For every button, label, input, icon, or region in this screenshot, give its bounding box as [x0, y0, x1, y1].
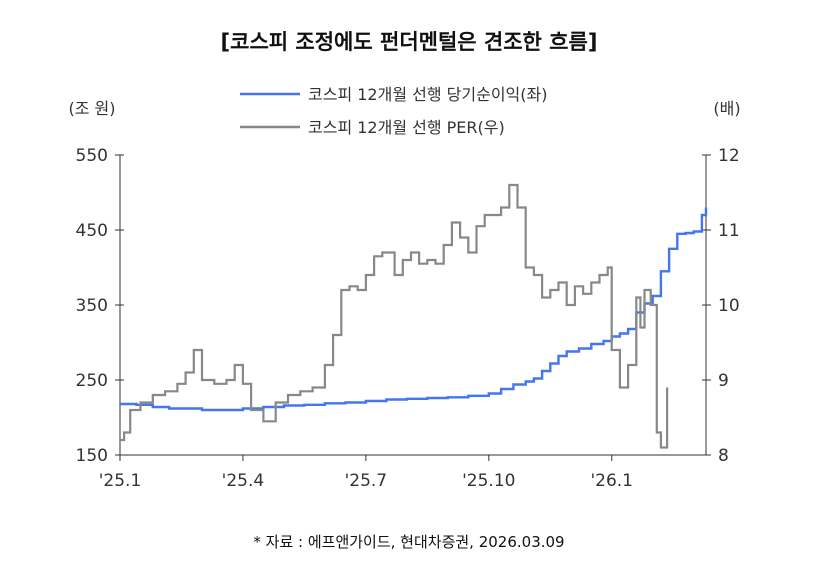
left-tick-label: 450	[76, 221, 108, 241]
chart-source: * 자료 : 에프앤가이드, 현대차증권, 2026.03.09	[253, 533, 565, 551]
right-axis-unit: (배)	[713, 99, 740, 118]
legend-label-1: 코스피 12개월 선행 당기순이익(좌)	[308, 85, 547, 104]
legend-label-2: 코스피 12개월 선행 PER(우)	[308, 118, 505, 137]
chart-title: [코스피 조정에도 펀더멘털은 견조한 흐름]	[220, 30, 598, 54]
right-tick-label: 10	[718, 296, 740, 316]
x-tick-label: '25.10	[462, 471, 515, 491]
x-tick-label: '25.7	[345, 471, 388, 491]
legend: 코스피 12개월 선행 당기순이익(좌) 코스피 12개월 선행 PER(우)	[240, 85, 547, 137]
right-tick-label: 11	[718, 221, 740, 241]
x-tick-label: '26.1	[590, 471, 633, 491]
left-tick-label: 250	[76, 371, 108, 391]
series-line-1	[120, 207, 708, 412]
axes: 550 450 350 250 150 12 11 10 9 8 '25.1 '25.4 '25.7 '2…	[68, 99, 740, 491]
left-tick-label: 550	[76, 146, 108, 166]
series-layer	[120, 183, 708, 449]
left-axis-unit: (조 원)	[68, 99, 115, 118]
left-tick-label: 350	[76, 296, 108, 316]
series-line-2	[120, 183, 669, 449]
right-tick-label: 12	[718, 146, 740, 166]
x-tick-label: '25.1	[99, 471, 142, 491]
right-tick-label: 8	[718, 446, 729, 466]
right-tick-label: 9	[718, 371, 729, 391]
x-tick-label: '25.4	[222, 471, 265, 491]
left-tick-label: 150	[76, 446, 108, 466]
